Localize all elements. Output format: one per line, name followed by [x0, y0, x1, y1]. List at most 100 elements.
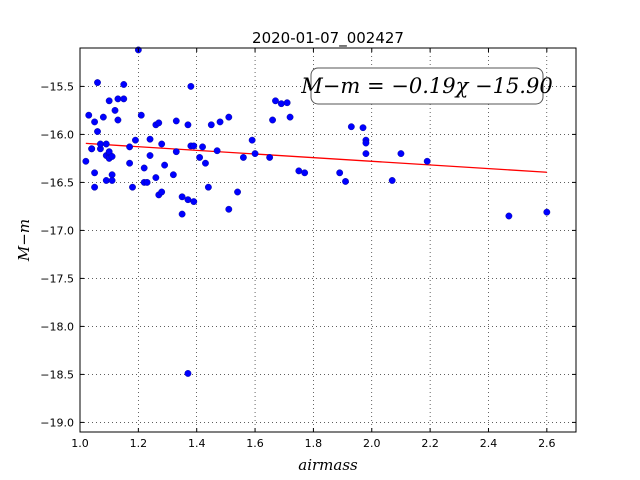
data-point	[91, 118, 98, 126]
fit-equation-box: M−m = −0.19χ −15.90	[300, 67, 553, 105]
data-point	[266, 154, 274, 161]
data-point	[120, 95, 128, 103]
data-point	[213, 147, 221, 155]
data-point	[91, 169, 98, 177]
data-point	[234, 188, 241, 196]
data-point	[178, 193, 186, 201]
y-tick-label: −15.5	[40, 80, 74, 93]
data-point	[91, 183, 98, 191]
data-point	[146, 135, 154, 143]
data-point	[423, 157, 431, 165]
y-tick-label: −17.0	[40, 224, 74, 237]
data-point	[146, 152, 154, 159]
data-point	[161, 161, 169, 169]
x-tick-label: 2.6	[538, 437, 556, 450]
x-tick-label: 1.8	[305, 437, 323, 450]
data-point	[272, 97, 279, 105]
data-point	[126, 143, 134, 151]
data-point	[129, 183, 136, 191]
data-point	[114, 116, 122, 124]
data-point	[120, 81, 128, 88]
data-point	[269, 116, 276, 124]
data-point	[178, 210, 186, 218]
data-point	[143, 178, 151, 186]
data-point	[359, 124, 367, 132]
y-axis-label: M−m	[15, 219, 33, 262]
data-point	[105, 97, 113, 105]
fit-equation-text: M−m = −0.19χ −15.90	[300, 74, 552, 98]
data-point	[342, 178, 349, 185]
data-point	[152, 174, 160, 182]
data-point	[505, 212, 513, 220]
data-point	[85, 111, 93, 119]
data-point	[140, 164, 148, 172]
data-point	[102, 140, 110, 148]
data-point	[301, 169, 309, 177]
data-point	[196, 154, 204, 161]
data-point	[283, 99, 291, 107]
y-tick-labels: −15.5 −16.0 −16.5 −17.0 −17.5 −18.0 −18.5 −19.0	[40, 80, 74, 429]
data-point	[108, 171, 116, 179]
x-tick-label: 1.0	[71, 437, 89, 450]
data-point	[277, 100, 285, 108]
data-point	[155, 119, 163, 127]
x-tick-label: 2.2	[421, 437, 439, 450]
data-point	[190, 198, 198, 206]
data-point	[132, 136, 139, 144]
data-point	[111, 107, 119, 114]
data-point	[248, 136, 256, 144]
data-point	[82, 157, 90, 165]
data-point	[102, 177, 110, 184]
data-point	[204, 183, 212, 191]
data-point	[184, 121, 192, 129]
data-point	[543, 208, 551, 216]
data-point	[251, 150, 259, 158]
data-point	[108, 177, 116, 184]
y-tick-label: −18.0	[40, 320, 74, 333]
data-points	[82, 46, 551, 377]
data-point	[362, 139, 370, 147]
y-tick-label: −18.5	[40, 368, 74, 381]
data-point	[184, 196, 192, 204]
data-point	[184, 370, 192, 377]
chart-title: 2020-01-07_002427	[252, 29, 404, 48]
data-point	[202, 159, 209, 167]
data-point	[225, 113, 233, 121]
data-point	[336, 169, 344, 177]
axis-ticks	[79, 48, 576, 432]
data-point	[362, 150, 370, 158]
y-tick-label: −16.5	[40, 176, 74, 189]
data-point	[114, 95, 122, 103]
data-point	[94, 79, 101, 86]
y-tick-label: −16.0	[40, 128, 74, 141]
data-point	[158, 188, 166, 196]
data-point	[158, 140, 166, 148]
y-tick-label: −17.5	[40, 272, 74, 285]
x-axis-label: airmass	[298, 456, 358, 474]
data-point	[239, 154, 247, 161]
x-tick-label: 1.6	[246, 437, 264, 450]
data-point	[169, 171, 177, 179]
fit-line	[85, 142, 547, 173]
grid-lines	[79, 48, 576, 432]
data-point	[172, 148, 180, 156]
data-point	[94, 128, 101, 135]
y-tick-label: −19.0	[40, 416, 74, 429]
x-tick-labels: 1.0 1.2 1.4 1.6 1.8 2.0 2.2 2.4 2.6	[71, 437, 555, 450]
data-point	[286, 113, 294, 121]
data-point	[190, 142, 198, 150]
data-point	[99, 113, 107, 121]
fit-line-layer	[85, 142, 547, 173]
plot-frame	[79, 47, 577, 433]
data-point	[347, 123, 355, 131]
x-tick-label: 1.4	[188, 437, 206, 450]
data-point	[397, 150, 405, 158]
data-point	[388, 177, 396, 184]
data-point	[216, 118, 224, 126]
data-point	[97, 140, 104, 148]
x-tick-label: 1.2	[130, 437, 148, 450]
fit-equation-box-border	[310, 67, 544, 105]
data-point	[187, 83, 195, 90]
data-point	[207, 121, 215, 129]
